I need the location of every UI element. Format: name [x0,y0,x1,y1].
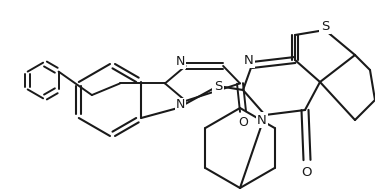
Text: S: S [214,80,222,93]
Text: N: N [244,54,254,67]
Text: O: O [238,116,248,129]
Text: O: O [302,165,312,178]
Text: N: N [257,113,267,126]
Text: S: S [321,20,329,33]
Text: N: N [176,98,185,111]
Text: N: N [176,55,185,68]
